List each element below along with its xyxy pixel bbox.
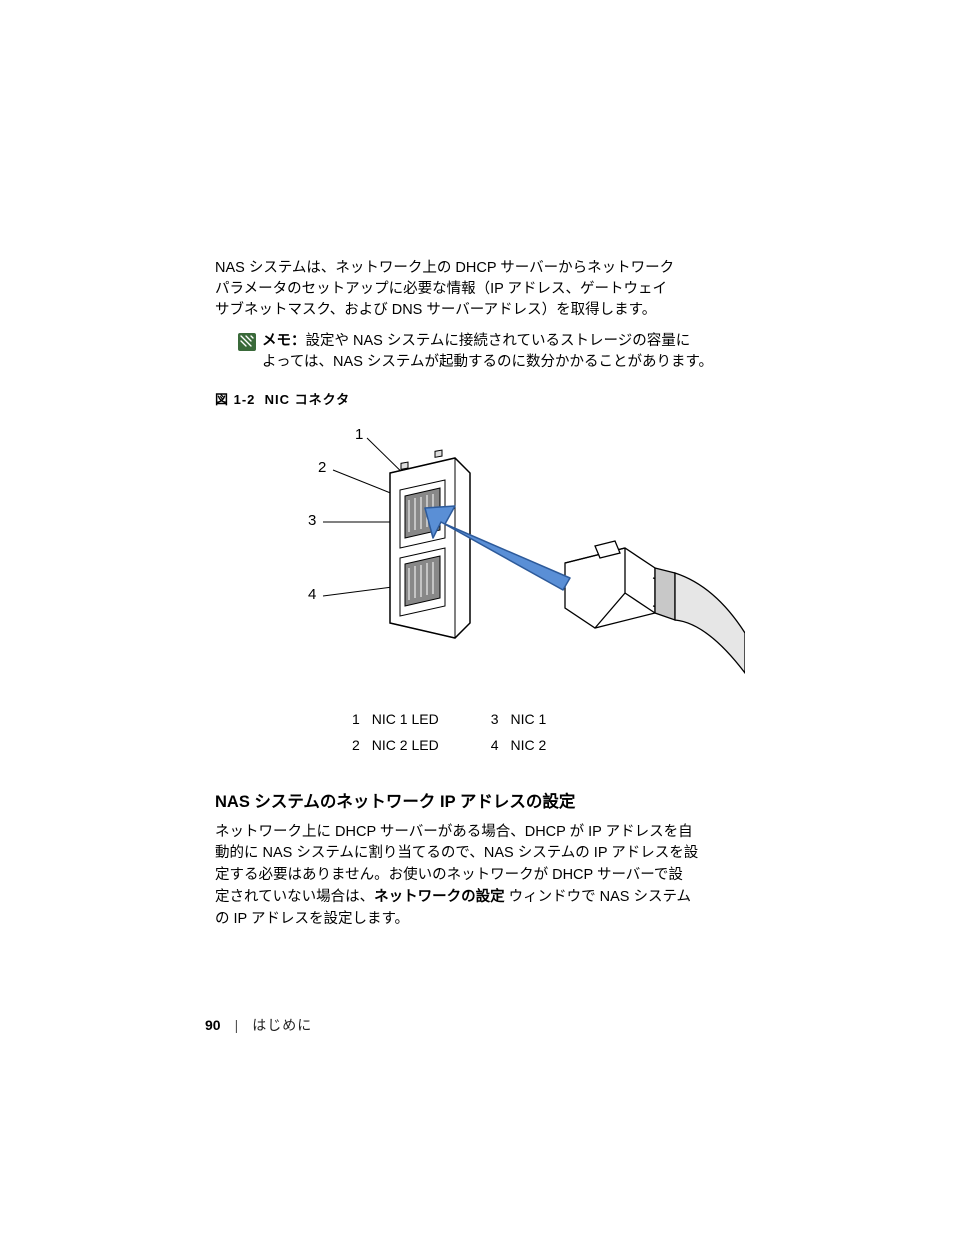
figure-caption-prefix: 図 1-2 <box>215 392 255 407</box>
figure-legend: 1 NIC 1 LED 3 NIC 1 2 NIC 2 LED 4 NIC 2 <box>350 706 556 760</box>
legend-num: 3 <box>491 708 509 732</box>
intro-line: サブネットマスク、および DNS サーバーアドレス）を取得します。 <box>215 302 656 318</box>
body-line: 定されていない場合は、 <box>215 889 374 905</box>
port-2 <box>400 548 445 616</box>
legend-num: 2 <box>352 734 370 758</box>
cable <box>653 568 745 673</box>
note-text: メモ：設定や NAS システムに接続されているストレージの容量に よっては、NA… <box>262 331 713 373</box>
legend-num: 4 <box>491 734 509 758</box>
rj45-plug <box>565 541 655 628</box>
note-block: メモ：設定や NAS システムに接続されているストレージの容量に よっては、NA… <box>238 331 745 373</box>
body-line: の IP アドレスを設定します。 <box>215 911 409 927</box>
intro-paragraph: NAS システムは、ネットワーク上の DHCP サーバーからネットワーク パラメ… <box>215 258 745 321</box>
page-footer: 90 | はじめに <box>205 1015 312 1035</box>
legend-text: NIC 1 LED <box>372 708 447 732</box>
legend-row: 2 NIC 2 LED 4 NIC 2 <box>352 734 554 758</box>
footer-chapter: はじめに <box>252 1015 312 1035</box>
body-line: ネットワーク上に DHCP サーバーがある場合、DHCP が IP アドレスを自 <box>215 824 693 840</box>
section-heading: NAS システムのネットワーク IP アドレスの設定 <box>215 788 745 812</box>
note-line: 設定や NAS システムに接続されているストレージの容量に <box>306 333 691 349</box>
figure-caption: 図 1-2 NIC コネクタ <box>215 389 745 408</box>
body-line: 定する必要はありません。お使いのネットワークが DHCP サーバーで設 <box>215 867 683 883</box>
footer-separator: | <box>235 1017 239 1033</box>
legend-text: NIC 2 <box>511 734 555 758</box>
legend-text: NIC 2 LED <box>372 734 447 758</box>
intro-line: パラメータのセットアップに必要な情報（IP アドレス、ゲートウェイ <box>215 281 667 297</box>
legend-row: 1 NIC 1 LED 3 NIC 1 <box>352 708 554 732</box>
page-number: 90 <box>205 1017 221 1033</box>
legend-num: 1 <box>352 708 370 732</box>
page-content: NAS システムは、ネットワーク上の DHCP サーバーからネットワーク パラメ… <box>215 258 745 930</box>
body-paragraph: ネットワーク上に DHCP サーバーがある場合、DHCP が IP アドレスを自… <box>215 822 745 931</box>
body-line: ウィンドウで NAS システム <box>505 889 691 905</box>
note-icon <box>238 333 256 351</box>
note-label: メモ： <box>262 333 306 349</box>
figure-diagram: 1 2 3 4 <box>215 418 745 698</box>
intro-line: NAS システムは、ネットワーク上の DHCP サーバーからネットワーク <box>215 260 674 276</box>
body-bold: ネットワークの設定 <box>374 889 505 905</box>
figure-caption-title: NIC コネクタ <box>265 392 350 407</box>
body-line: 動的に NAS システムに割り当てるので、NAS システムの IP アドレスを設 <box>215 845 698 861</box>
note-line: よっては、NAS システムが起動するのに数分かかることがあります。 <box>262 354 713 370</box>
legend-text: NIC 1 <box>511 708 555 732</box>
nic-connector-svg <box>295 418 745 698</box>
